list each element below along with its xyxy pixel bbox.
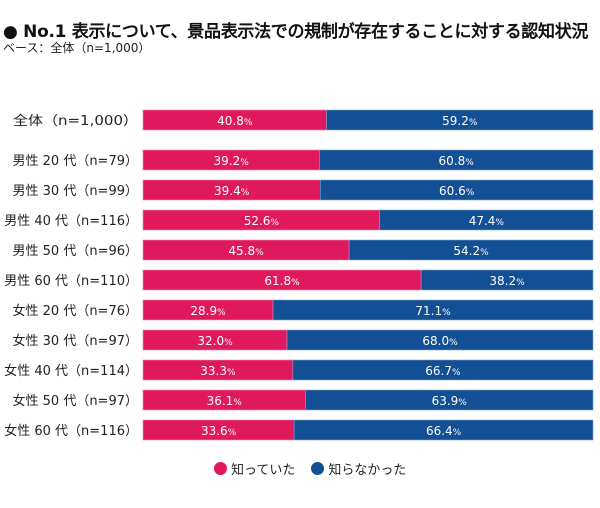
bar-segment-did-not-know <box>305 389 594 411</box>
bar-row: 女性 30 代（n=97） 32.0% 68.0% <box>13 329 594 351</box>
data-label: 39.2% <box>214 154 250 168</box>
bar-segment-did-not-know <box>286 329 594 351</box>
data-label: 52.6% <box>244 214 280 228</box>
category-label: 女性 40 代（n=114） <box>4 363 138 379</box>
bar-row: 男性 40 代（n=116） 52.6% 47.4% <box>4 209 594 231</box>
category-label: 男性 60 代（n=110） <box>4 274 138 289</box>
data-label: 47.4% <box>469 214 505 228</box>
data-label: 60.8% <box>439 154 475 168</box>
data-label: 54.2% <box>453 244 489 258</box>
bar-segment-did-not-know <box>292 359 594 381</box>
chart-subtitle: ベース：全体（n=1,000） <box>3 41 151 55</box>
category-label: 男性 40 代（n=116） <box>4 214 138 229</box>
data-label: 40.8% <box>217 114 253 128</box>
data-label: 60.6% <box>439 184 475 198</box>
bar-segment-did-not-know <box>319 179 594 201</box>
category-label: 女性 50 代（n=97） <box>13 393 138 409</box>
data-label: 45.8% <box>228 244 264 258</box>
category-label: 女性 30 代（n=97） <box>13 333 138 349</box>
bar-segment-did-not-know <box>272 299 594 321</box>
bar-row: 女性 40 代（n=114） 33.3% 66.7% <box>4 359 594 381</box>
data-label: 36.1% <box>207 394 243 408</box>
data-label: 39.4% <box>214 184 250 198</box>
bar-row: 男性 30 代（n=99） 39.4% 60.6% <box>13 179 594 201</box>
data-label: 71.1% <box>415 304 451 318</box>
category-label: 男性 30 代（n=99） <box>13 184 138 199</box>
bar-row: 女性 60 代（n=116） 33.6% 66.4% <box>4 419 594 441</box>
legend-dot-knew-icon <box>214 462 227 475</box>
bar-row: 男性 60 代（n=110） 61.8% 38.2% <box>4 269 594 291</box>
legend-dot-did-not-know-icon <box>311 462 325 475</box>
bar-row: 全体（n=1,000） 40.8% 59.2% <box>13 109 594 131</box>
category-label: 女性 20 代（n=76） <box>13 303 138 319</box>
bar-segment-did-not-know <box>319 149 594 171</box>
bar-segment-did-not-know <box>420 269 594 291</box>
legend-label-knew: 知っていた <box>231 463 296 478</box>
category-label: 女性 60 代（n=116） <box>4 423 138 439</box>
chart-title: ● No.1 表示について、景品表示法での規制が存在することに対する認知状況 <box>3 22 589 42</box>
legend: 知っていた 知らなかった <box>214 459 422 478</box>
bar-segment-did-not-know <box>293 419 594 441</box>
bar-row: 男性 20 代（n=79） 39.2% 60.8% <box>13 149 594 171</box>
data-label: 38.2% <box>489 274 525 288</box>
category-label: 男性 50 代（n=96） <box>13 244 138 259</box>
category-label: 全体（n=1,000） <box>13 113 138 129</box>
data-label: 66.7% <box>425 364 461 378</box>
bar-row: 女性 20 代（n=76） 28.9% 71.1% <box>13 299 594 321</box>
data-label: 68.0% <box>422 334 458 348</box>
legend-item-knew: 知っていた <box>214 459 295 478</box>
bar-segment-did-not-know <box>348 239 594 261</box>
data-label: 33.3% <box>200 364 236 378</box>
data-label: 32.0% <box>197 334 233 348</box>
data-label: 33.6% <box>201 424 237 438</box>
legend-label-did-not-know: 知らなかった <box>328 463 407 478</box>
category-label: 男性 20 代（n=79） <box>13 154 138 169</box>
bar-segment-did-not-know <box>379 209 594 231</box>
bar-segment-did-not-know <box>326 109 594 131</box>
data-label: 66.4% <box>426 424 462 438</box>
bar-row: 女性 50 代（n=97） 36.1% 63.9% <box>13 389 594 411</box>
legend-item-did-not-know: 知らなかった <box>311 459 406 478</box>
data-label: 59.2% <box>442 114 478 128</box>
data-label: 63.9% <box>432 394 468 408</box>
data-label: 61.8% <box>264 274 300 288</box>
bar-row: 男性 50 代（n=96） 45.8% 54.2% <box>13 239 594 261</box>
data-label: 28.9% <box>190 304 226 318</box>
